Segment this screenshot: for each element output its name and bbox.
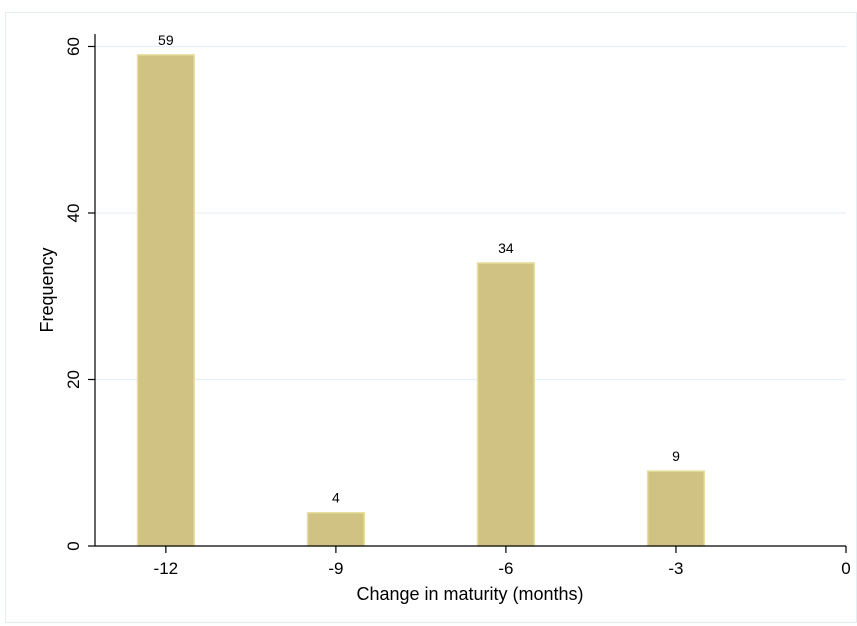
y-tick-label: 0 (64, 541, 83, 550)
x-tick-label: -9 (328, 559, 343, 578)
figure-border (6, 13, 857, 623)
bar-value-label: 59 (158, 32, 174, 48)
y-tick-label: 40 (64, 204, 83, 223)
bar (138, 55, 195, 546)
bar (648, 471, 705, 546)
bars: 59 4 34 9 (138, 32, 705, 546)
bar (308, 513, 365, 546)
y-tick-label: 60 (64, 37, 83, 56)
y-axis-title: Frequency (37, 247, 57, 332)
x-axis-title: Change in maturity (months) (356, 584, 583, 604)
bar-value-label: 4 (332, 490, 340, 506)
x-tick-label: -6 (498, 559, 513, 578)
bar-value-label: 34 (498, 240, 514, 256)
x-tick-label: 0 (841, 559, 850, 578)
axes (95, 34, 846, 546)
gridlines (95, 46, 846, 379)
x-tick-label: -3 (668, 559, 683, 578)
x-tick-label: -12 (154, 559, 179, 578)
bar (478, 263, 535, 546)
y-tick-label: 20 (64, 370, 83, 389)
bar-value-label: 9 (672, 448, 680, 464)
